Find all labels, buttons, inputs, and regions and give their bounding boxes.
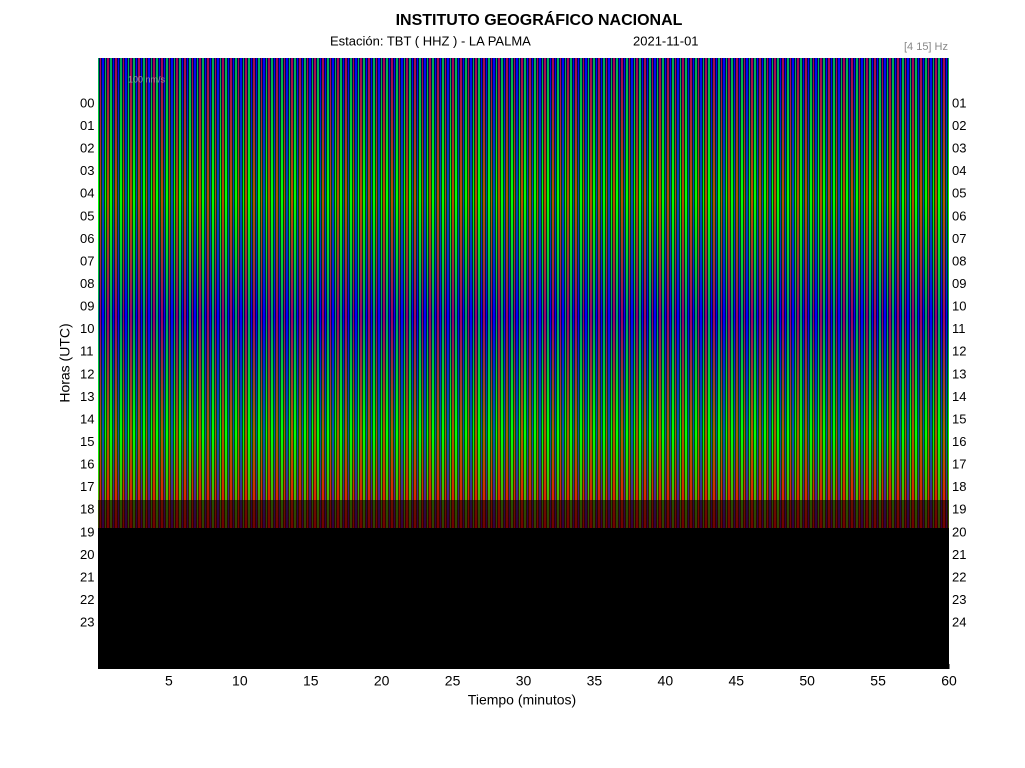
- left-hour-label: 18: [80, 502, 94, 517]
- right-hour-label: 02: [952, 118, 966, 133]
- left-hour-label: 16: [80, 457, 94, 472]
- subtitle: Estación: TBT ( HHZ ) - LA PALMA: [330, 33, 531, 48]
- left-hour-label: 08: [80, 276, 94, 291]
- left-hour-label: 06: [80, 231, 94, 246]
- right-hour-label: 17: [952, 457, 966, 472]
- right-hour-label: 01: [952, 95, 966, 110]
- x-tick-label: 55: [870, 673, 886, 689]
- right-hour-label: 12: [952, 344, 966, 359]
- right-hour-label: 21: [952, 547, 966, 562]
- left-hour-label: 17: [80, 479, 94, 494]
- left-hour-label: 12: [80, 366, 94, 381]
- right-hour-label: 18: [952, 479, 966, 494]
- left-hour-label: 00: [80, 95, 94, 110]
- x-tick-label: 5: [165, 673, 173, 689]
- left-hour-label: 19: [80, 524, 94, 539]
- x-tick-label: 30: [516, 673, 532, 689]
- right-hour-label: 11: [952, 321, 966, 336]
- right-hour-label: 15: [952, 411, 966, 426]
- right-hour-label: 10: [952, 299, 966, 314]
- left-hour-label: 03: [80, 163, 94, 178]
- right-hour-label: 03: [952, 141, 966, 156]
- left-hour-label: 07: [80, 253, 94, 268]
- left-hour-label: 23: [80, 615, 94, 630]
- left-hour-label: 14: [80, 411, 94, 426]
- right-hour-label: 07: [952, 231, 966, 246]
- left-hour-label: 02: [80, 141, 94, 156]
- left-hour-label: 09: [80, 299, 94, 314]
- band-label: [4 15] Hz: [904, 41, 948, 53]
- left-hour-label: 11: [80, 344, 94, 359]
- left-hour-label: 10: [80, 321, 94, 336]
- left-hour-label: 01: [80, 118, 94, 133]
- right-hour-label: 24: [952, 615, 966, 630]
- right-hour-label: 23: [952, 592, 966, 607]
- x-tick-label: 40: [658, 673, 674, 689]
- traces-tint: [98, 58, 949, 528]
- right-hour-label: 05: [952, 186, 966, 201]
- x-tick-label: 50: [799, 673, 815, 689]
- left-hour-label: 21: [80, 569, 94, 584]
- right-hour-label: 16: [952, 434, 966, 449]
- x-tick-label: 45: [728, 673, 744, 689]
- y-axis-label: Horas (UTC): [57, 323, 73, 402]
- right-hour-label: 09: [952, 276, 966, 291]
- right-hour-label: 20: [952, 524, 966, 539]
- right-hour-label: 19: [952, 502, 966, 517]
- right-hour-label: 04: [952, 163, 966, 178]
- right-hour-label: 13: [952, 366, 966, 381]
- right-hour-label: 14: [952, 389, 966, 404]
- right-hour-label: 08: [952, 253, 966, 268]
- x-tick-label: 15: [303, 673, 319, 689]
- left-hour-label: 22: [80, 592, 94, 607]
- left-hour-label: 20: [80, 547, 94, 562]
- x-axis-label: Tiempo (minutos): [468, 692, 576, 708]
- left-hour-label: 04: [80, 186, 94, 201]
- left-hour-label: 05: [80, 208, 94, 223]
- right-hour-label: 06: [952, 208, 966, 223]
- scale-label: 100 nm/s: [128, 74, 166, 84]
- x-tick-label: 20: [374, 673, 390, 689]
- x-tick-label: 60: [941, 673, 957, 689]
- trace-fade: [98, 500, 949, 540]
- date: 2021-11-01: [633, 33, 699, 48]
- x-tick-label: 10: [232, 673, 248, 689]
- left-hour-label: 15: [80, 434, 94, 449]
- chart-title: INSTITUTO GEOGRÁFICO NACIONAL: [396, 10, 683, 29]
- right-hour-label: 22: [952, 569, 966, 584]
- x-tick-label: 35: [587, 673, 603, 689]
- x-tick-label: 25: [445, 673, 461, 689]
- left-hour-label: 13: [80, 389, 94, 404]
